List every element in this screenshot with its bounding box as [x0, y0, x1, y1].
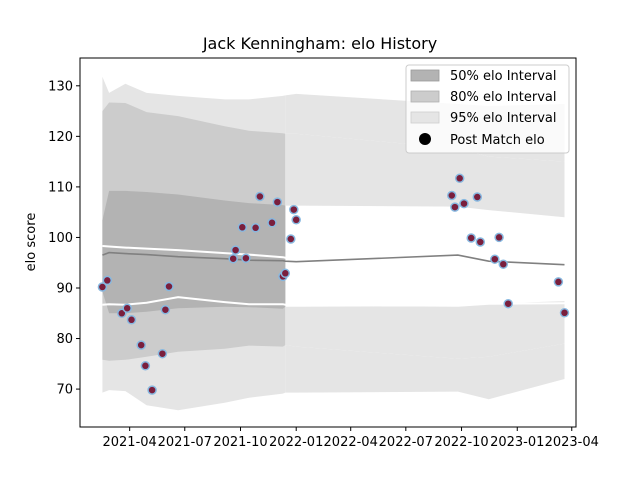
post-match-point — [140, 361, 151, 371]
post-match-point — [280, 268, 291, 279]
post-match-point — [136, 340, 146, 350]
post-match-point — [472, 192, 483, 202]
post-match-point — [490, 254, 500, 264]
post-match-point — [228, 253, 238, 264]
x-axis-ticks: 2021-04 2021-07 2021-10 2022-01 2022-04 2022-… — [102, 427, 599, 450]
post-match-point — [475, 237, 486, 247]
post-match-point — [503, 298, 513, 309]
legend-swatch-50 — [410, 69, 440, 82]
legend-label-95: 95% elo Interval — [450, 111, 557, 126]
legend-box — [405, 64, 570, 154]
post-match-points — [97, 173, 570, 395]
post-match-point — [466, 233, 476, 243]
y-tick-label: 110 — [48, 180, 73, 195]
post-match-point — [122, 303, 132, 313]
y-tick-label: 120 — [48, 130, 73, 145]
upper-mean-line — [102, 245, 565, 265]
post-match-point — [447, 190, 457, 201]
x-tick-label: 2022-07 — [379, 435, 433, 450]
post-match-point — [289, 204, 299, 215]
x-tick-label: 2021-04 — [102, 435, 156, 450]
y-tick-label: 70 — [56, 383, 73, 398]
legend-swatch-95 — [410, 111, 440, 124]
legend-marker-post-match — [419, 133, 431, 145]
post-match-point — [157, 348, 168, 359]
post-match-point — [494, 232, 504, 243]
legend-label-50: 50% elo Interval — [450, 69, 557, 84]
y-tick-label: 90 — [56, 281, 73, 296]
legend-label-post-match: Post Match elo — [450, 133, 545, 148]
x-tick-label: 2022-01 — [269, 435, 323, 450]
y-tick-label: 80 — [56, 332, 73, 347]
post-match-point — [553, 277, 564, 287]
post-match-point — [126, 315, 137, 325]
post-match-point — [147, 385, 157, 395]
chart-title: Jack Kenningham: elo History — [202, 34, 437, 53]
post-match-point — [454, 173, 465, 184]
post-match-point — [164, 281, 174, 292]
post-match-point — [267, 218, 277, 228]
post-match-point — [450, 202, 460, 212]
post-match-point — [102, 275, 113, 286]
x-tick-label: 2023-01 — [490, 435, 544, 450]
y-tick-label: 100 — [48, 231, 73, 246]
post-match-point — [230, 245, 241, 255]
post-match-point — [559, 308, 570, 318]
x-tick-label: 2023-04 — [545, 435, 599, 450]
post-match-point — [459, 198, 469, 209]
post-match-point — [255, 191, 265, 202]
y-axis-ticks: 70 80 90 100 110 120 130 — [48, 79, 80, 398]
legend-swatch-80 — [410, 90, 440, 103]
post-match-point — [272, 197, 283, 207]
post-match-point — [291, 215, 301, 225]
post-match-point — [237, 222, 248, 233]
post-match-point — [160, 304, 171, 315]
post-match-point — [286, 234, 296, 244]
post-match-point — [498, 259, 509, 269]
post-match-point — [97, 282, 108, 292]
post-match-point — [250, 223, 261, 233]
x-tick-label: 2022-04 — [324, 435, 378, 450]
legend-label-80: 80% elo Interval — [450, 90, 557, 105]
legend: 50% elo Interval 80% elo Interval 95% el… — [405, 64, 570, 154]
axes-frame — [79, 57, 577, 428]
y-axis-label: elo score — [24, 213, 39, 272]
post-match-point — [241, 253, 251, 263]
x-tick-label: 2022-10 — [434, 435, 488, 450]
x-tick-label: 2021-10 — [213, 435, 267, 450]
band-80-forward — [285, 133, 565, 359]
x-tick-label: 2021-07 — [158, 435, 212, 450]
y-tick-label: 130 — [48, 79, 73, 94]
